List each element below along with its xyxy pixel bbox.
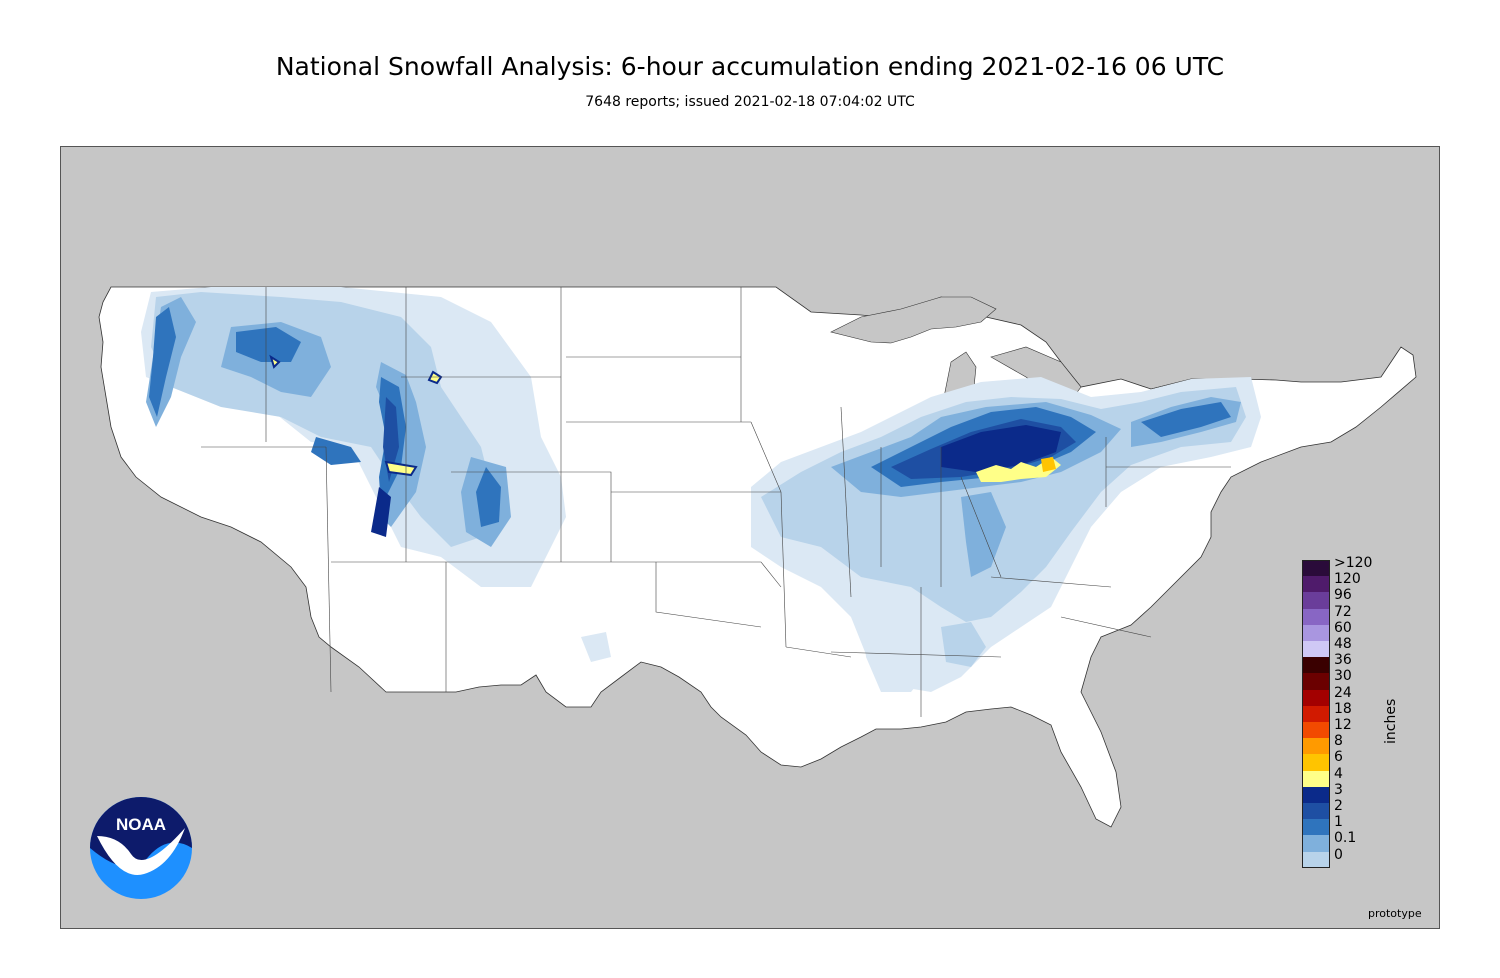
lake-superior	[830, 296, 997, 344]
legend-label: 96	[1334, 587, 1352, 604]
legend-swatch	[1302, 624, 1330, 641]
legend-swatch	[1302, 641, 1330, 658]
legend-label: 24	[1334, 684, 1352, 701]
legend-label: 30	[1334, 668, 1352, 685]
legend-swatch	[1302, 835, 1330, 852]
legend-swatch	[1302, 851, 1330, 868]
legend-unit: inches	[1383, 698, 1399, 744]
legend-label: 36	[1334, 652, 1352, 669]
legend-label: 18	[1334, 700, 1352, 717]
noaa-logo: NOAA	[90, 797, 192, 899]
legend-label: 3	[1334, 781, 1343, 798]
map-title: National Snowfall Analysis: 6-hour accum…	[275, 52, 1225, 81]
legend-swatch	[1302, 673, 1330, 690]
legend-swatch	[1302, 819, 1330, 836]
legend-swatch	[1302, 722, 1330, 739]
state-borders	[201, 287, 1231, 717]
legend-swatch	[1302, 689, 1330, 706]
legend-label: 12	[1334, 717, 1352, 733]
legend-swatch	[1302, 657, 1330, 674]
legend-swatch	[1302, 560, 1330, 577]
legend-label: 120	[1334, 571, 1361, 588]
legend-swatch	[1302, 786, 1330, 803]
legend-swatch	[1302, 576, 1330, 593]
legend-label: 72	[1334, 603, 1352, 620]
legend-label: 0.1	[1334, 830, 1357, 847]
legend-label: 0	[1334, 846, 1343, 863]
legend-swatch	[1302, 608, 1330, 625]
legend-swatch	[1302, 770, 1330, 787]
legend-label: 2	[1334, 798, 1343, 814]
prototype-note: prototype	[1368, 907, 1422, 920]
legend-label: 1	[1334, 814, 1343, 831]
legend-swatch	[1302, 803, 1330, 820]
legend-label: 48	[1334, 636, 1352, 652]
legend-label: 60	[1334, 619, 1352, 636]
noaa-logo-text: NOAA	[116, 815, 166, 834]
map-canvas	[98, 286, 1417, 828]
legend-swatch	[1302, 592, 1330, 609]
legend-label: 6	[1334, 749, 1343, 766]
legend-label: >120	[1334, 555, 1373, 571]
legend-swatch	[1302, 705, 1330, 722]
snowfall-map	[60, 146, 1440, 929]
legend-label: 8	[1334, 733, 1343, 750]
legend-swatch	[1302, 738, 1330, 755]
map-subtitle: 7648 reports; issued 2021-02-18 07:04:02…	[585, 94, 915, 110]
legend-label: 4	[1334, 765, 1343, 782]
legend-swatch	[1302, 754, 1330, 771]
